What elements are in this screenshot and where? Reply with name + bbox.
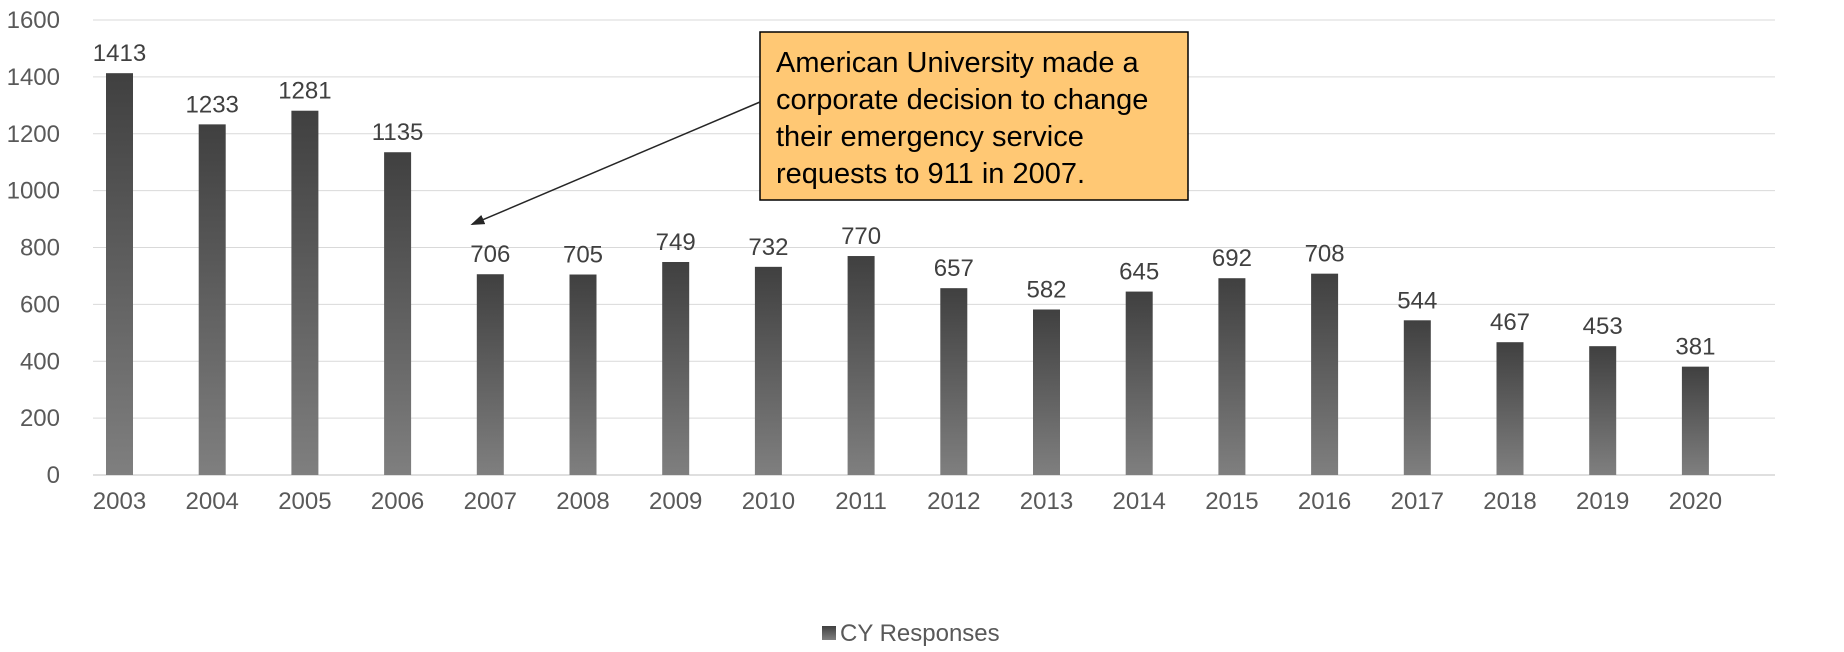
x-tick-label-2014: 2014 — [1113, 488, 1166, 515]
bar-2009 — [662, 262, 690, 475]
bar-2012 — [940, 288, 968, 475]
data-label-2007: 706 — [470, 241, 510, 268]
bar-2006 — [384, 152, 412, 475]
bar-2017 — [1403, 320, 1431, 475]
x-axis: 2003 2004 2005 2006 2007 2008 2009 2010 2011 2012… — [93, 488, 1722, 515]
data-labels: 1413 1233 1281 1135 706 705 749 732 770 657 582 645… — [93, 40, 1716, 360]
x-tick-label-2011: 2011 — [835, 488, 887, 515]
data-label-2012: 657 — [934, 255, 974, 282]
x-tick-label-2012: 2012 — [927, 488, 980, 515]
data-label-2017: 544 — [1397, 287, 1437, 314]
annotation-arrow — [470, 101, 761, 226]
x-tick-label-2020: 2020 — [1669, 488, 1722, 515]
bar-2015 — [1218, 278, 1246, 475]
bar-2004 — [198, 124, 226, 475]
x-tick-label-2005: 2005 — [278, 488, 331, 515]
bar-2011 — [847, 256, 875, 475]
bar-2007 — [476, 274, 504, 475]
data-label-2008: 705 — [563, 242, 603, 269]
y-axis: 0 200 400 600 800 1000 1200 1400 1600 — [7, 7, 60, 489]
data-label-2016: 708 — [1305, 241, 1345, 268]
y-tick-label: 600 — [20, 291, 60, 318]
data-label-2010: 732 — [748, 234, 788, 261]
data-label-2013: 582 — [1026, 276, 1066, 303]
data-label-2018: 467 — [1490, 309, 1530, 336]
data-label-2005: 1281 — [278, 78, 331, 105]
legend: CY Responses — [822, 620, 1000, 647]
data-label-2003: 1413 — [93, 40, 146, 67]
y-tick-label: 1200 — [7, 121, 60, 148]
annotation: American University made a corporate deci… — [470, 31, 1189, 226]
x-tick-label-2019: 2019 — [1576, 488, 1629, 515]
data-label-2009: 749 — [656, 229, 696, 256]
bar-2003 — [106, 73, 133, 475]
x-tick-label-2018: 2018 — [1483, 488, 1536, 515]
y-tick-label: 1400 — [7, 64, 60, 91]
bar-2008 — [569, 274, 597, 475]
bar-2020 — [1681, 366, 1709, 475]
x-tick-label-2016: 2016 — [1298, 488, 1351, 515]
bars — [106, 73, 1709, 475]
data-label-2014: 645 — [1119, 259, 1159, 286]
bar-2013 — [1033, 309, 1060, 475]
data-label-2004: 1233 — [186, 91, 239, 118]
data-label-2015: 692 — [1212, 245, 1252, 272]
y-tick-label: 1600 — [7, 7, 60, 34]
annotation-text-line: American University made a — [776, 47, 1139, 79]
x-tick-label-2010: 2010 — [742, 488, 795, 515]
bar-2018 — [1496, 342, 1524, 475]
data-label-2019: 453 — [1583, 313, 1623, 340]
bar-2014 — [1125, 291, 1153, 475]
x-tick-label-2004: 2004 — [186, 488, 239, 515]
x-tick-label-2009: 2009 — [649, 488, 702, 515]
x-tick-label-2017: 2017 — [1391, 488, 1444, 515]
annotation-box — [759, 31, 1189, 201]
x-tick-label-2015: 2015 — [1205, 488, 1258, 515]
y-tick-label: 800 — [20, 235, 60, 262]
x-tick-label-2013: 2013 — [1020, 488, 1073, 515]
annotation-text-line: requests to 911 in 2007. — [776, 158, 1085, 190]
annotation-text-line: their emergency service — [776, 121, 1084, 153]
data-label-2011: 770 — [841, 223, 881, 250]
x-tick-label-2007: 2007 — [464, 488, 517, 515]
data-label-2020: 381 — [1675, 334, 1715, 361]
legend-label: CY Responses — [840, 620, 1000, 647]
bar-2019 — [1589, 346, 1617, 475]
y-tick-label: 0 — [47, 462, 60, 489]
y-tick-label: 200 — [20, 405, 60, 432]
y-tick-label: 1000 — [7, 178, 60, 205]
bar-2010 — [754, 266, 782, 475]
y-tick-label: 400 — [20, 348, 60, 375]
bar-2005 — [291, 110, 319, 475]
x-tick-label-2003: 2003 — [93, 488, 146, 515]
x-tick-label-2006: 2006 — [371, 488, 424, 515]
data-label-2006: 1135 — [372, 119, 424, 146]
bar-2016 — [1311, 273, 1339, 475]
annotation-text-line: corporate decision to change — [776, 84, 1148, 116]
legend-swatch — [822, 626, 836, 640]
x-tick-label-2008: 2008 — [556, 488, 609, 515]
